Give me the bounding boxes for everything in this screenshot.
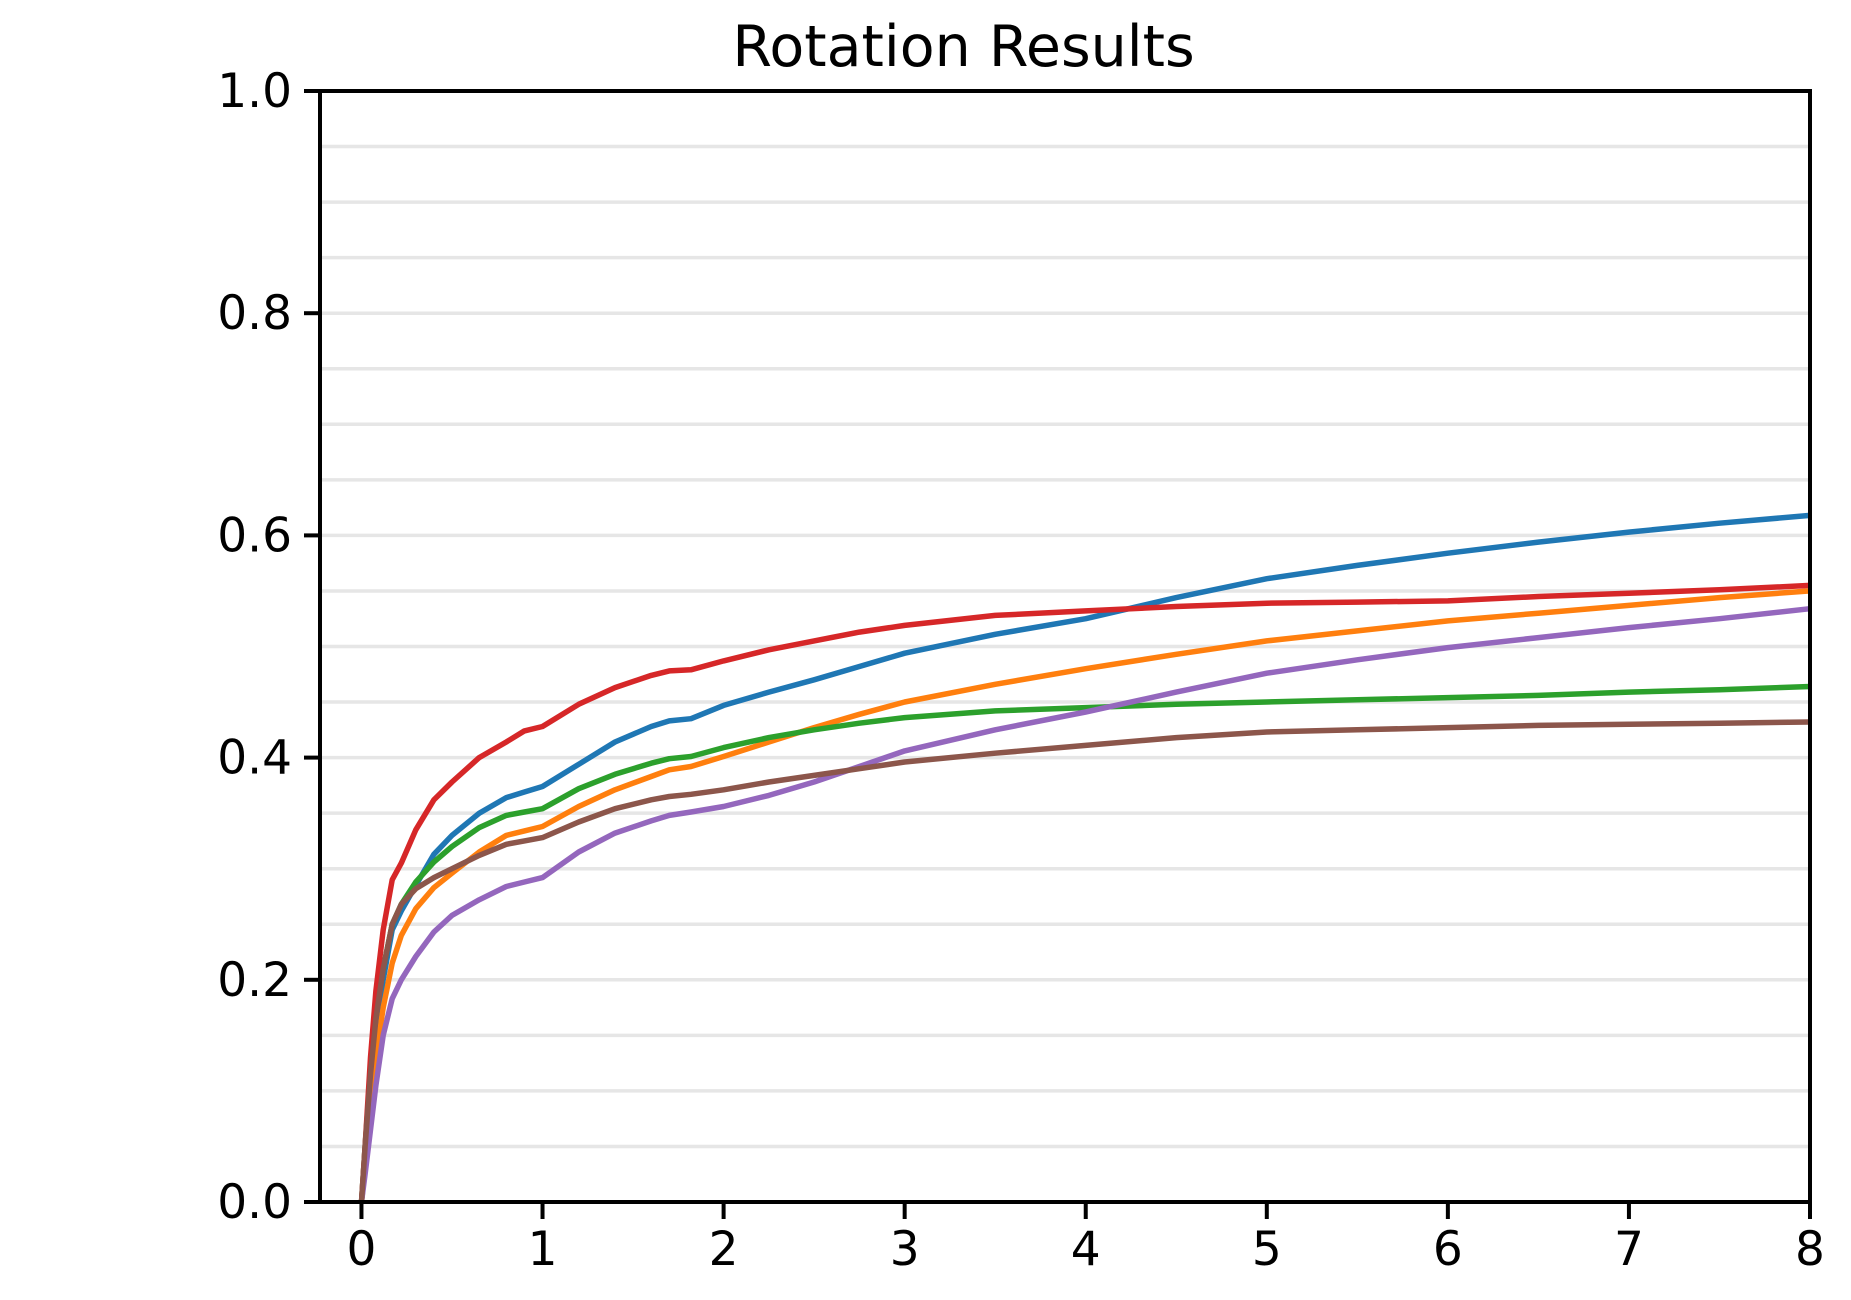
- x-tick-label: 2: [709, 1222, 739, 1277]
- x-tick-label: 7: [1614, 1222, 1644, 1277]
- x-tick-label: 0: [347, 1222, 377, 1277]
- x-tick-label: 4: [1071, 1222, 1101, 1277]
- y-tick-label: 1.0: [217, 64, 292, 119]
- y-tick-label: 0.4: [217, 731, 292, 786]
- x-tick-label: 6: [1433, 1222, 1463, 1277]
- chart-title: Rotation Results: [732, 14, 1195, 80]
- y-tick-label: 0.6: [217, 508, 292, 563]
- series-line-purple: [358, 605, 1812, 1205]
- x-tick-label: 1: [528, 1222, 558, 1277]
- axes-frame: [318, 89, 1812, 1204]
- y-tick-label: 0.2: [217, 953, 292, 1008]
- x-tick-label: 3: [890, 1222, 920, 1277]
- x-tick-label: 5: [1252, 1222, 1282, 1277]
- y-tick-label: 0.8: [217, 286, 292, 341]
- series-line-red: [358, 582, 1812, 1205]
- x-tick-label: 8: [1795, 1222, 1825, 1277]
- y-tick-label: 0.0: [217, 1175, 292, 1230]
- series-line-orange: [358, 588, 1812, 1205]
- series-line-brown: [358, 719, 1812, 1205]
